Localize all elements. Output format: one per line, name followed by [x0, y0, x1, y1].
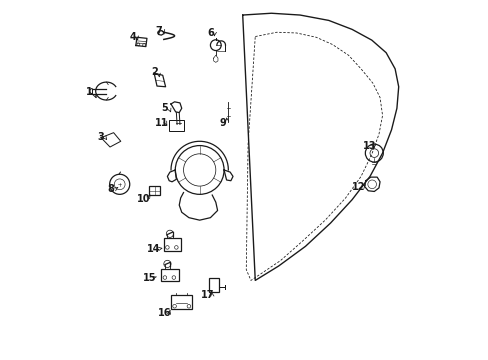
Text: 14: 14 — [147, 244, 161, 254]
Text: 4: 4 — [129, 32, 136, 41]
Text: 11: 11 — [154, 118, 168, 128]
Text: 1: 1 — [86, 87, 93, 97]
Text: 10: 10 — [136, 194, 150, 204]
Text: 3: 3 — [97, 132, 103, 142]
Text: 9: 9 — [219, 118, 226, 128]
Text: 13: 13 — [362, 141, 375, 151]
Text: 5: 5 — [161, 103, 168, 113]
Text: 8: 8 — [107, 184, 114, 194]
Text: 15: 15 — [142, 273, 156, 283]
Text: 6: 6 — [206, 28, 213, 38]
Text: 16: 16 — [158, 309, 171, 318]
Text: 7: 7 — [156, 26, 162, 36]
Text: 17: 17 — [201, 291, 214, 301]
Text: 2: 2 — [150, 67, 157, 77]
Text: 12: 12 — [351, 182, 365, 192]
